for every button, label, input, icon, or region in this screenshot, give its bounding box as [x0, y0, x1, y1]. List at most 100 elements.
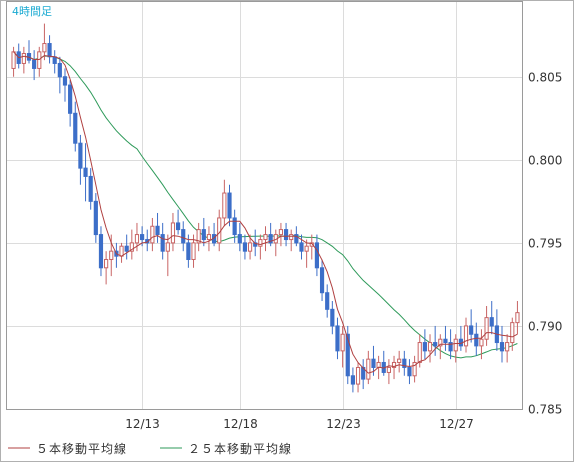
candle-body-up [191, 242, 196, 260]
candle-body-down [62, 76, 68, 86]
candle-body-up [42, 43, 47, 53]
candle-body-down [73, 112, 78, 144]
candle-body-up [463, 325, 469, 347]
candle-body-down [433, 342, 438, 347]
candle-body-down [283, 229, 289, 241]
candle-body-up [391, 361, 397, 368]
candle-body-down [499, 342, 505, 352]
candle-body-down [181, 229, 186, 244]
legend-ma5-label: ５本移動平均線 [36, 441, 127, 456]
legend-ma25-label: ２５本移動平均線 [188, 441, 292, 456]
candle-body-up [109, 250, 114, 260]
y-tick-label: 0.795 [528, 237, 562, 251]
x-tick-label: 12/18 [223, 417, 258, 431]
candle-body-up [386, 366, 391, 373]
candle-body-up [11, 51, 16, 69]
candle-body-down [68, 84, 73, 114]
candle-body-down [443, 338, 448, 344]
candle-body-down [155, 225, 160, 236]
candle-body-up [21, 52, 26, 64]
candle-body-down [268, 234, 273, 244]
candle-body-down [350, 375, 355, 385]
candle-body-up [438, 338, 443, 347]
x-tick-label: 12/23 [326, 417, 361, 431]
candle-body-up [417, 342, 422, 363]
candle-body-up [309, 242, 314, 247]
candle-body-down [402, 358, 407, 368]
period-label: 4時間足 [12, 5, 52, 18]
candle-body-up [222, 192, 227, 219]
candle-body-down [232, 217, 237, 236]
y-tick-label: 0.800 [528, 154, 562, 168]
y-tick-label: 0.785 [528, 403, 562, 417]
candle-body-down [319, 267, 325, 294]
plot-area-border [6, 1, 523, 410]
candle-body-up [217, 217, 222, 244]
candle-body-up [355, 366, 361, 385]
candle-body-up [150, 225, 155, 244]
candle-body-up [196, 229, 201, 244]
candle-body-up [129, 242, 134, 252]
candle-body-down [176, 222, 181, 231]
y-tick-label: 0.805 [528, 71, 562, 85]
x-tick-label: 12/13 [125, 417, 160, 431]
ma5-layer [13, 51, 518, 374]
candle-body-down [160, 234, 165, 252]
candle-body-down [32, 59, 37, 69]
candle-body-up [37, 51, 42, 69]
candle-body-up [453, 338, 458, 352]
candle-body-down [93, 200, 98, 236]
candle-body-down [140, 234, 145, 241]
candle-body-down [242, 242, 248, 252]
candle-body-down [314, 242, 320, 269]
candle-body-up [247, 242, 253, 252]
candle-body-up [397, 358, 402, 363]
candle-body-down [489, 317, 494, 327]
candle-body-down [335, 325, 340, 352]
candle-body-down [57, 62, 62, 78]
candle-body-down [124, 245, 129, 252]
legend: ５本移動平均線 ２５本移動平均線 [8, 441, 292, 456]
candle-body-up [278, 229, 284, 236]
candle-body-up [515, 312, 520, 324]
candle-body-down [98, 234, 104, 269]
candle-body-down [237, 234, 242, 244]
candle-body-down [448, 342, 453, 352]
candle-body-down [345, 333, 350, 377]
candle-body-down [78, 142, 83, 169]
candle-body-up [479, 338, 484, 347]
y-tick-label: 0.790 [528, 320, 562, 334]
candle-body-up [165, 242, 170, 252]
candle-body-down [88, 175, 93, 202]
candle-body-up [505, 342, 510, 352]
candle-body-up [484, 317, 489, 340]
candle-body-up [304, 245, 309, 252]
candle-body-down [47, 43, 52, 58]
candle-body-down [325, 292, 330, 310]
y-axis: 0.805 0.800 0.795 0.790 0.785 [528, 71, 562, 417]
candle-body-up [510, 322, 515, 344]
candle-body-up [206, 234, 212, 241]
candle-body-up [340, 333, 345, 352]
candle-body-up [289, 234, 294, 241]
candle-body-up [258, 239, 263, 247]
ma5-line [13, 51, 518, 374]
candle-body-down [201, 229, 206, 241]
candle-body-up [366, 358, 371, 380]
candle-body-up [263, 234, 268, 241]
candle-body-down [371, 358, 376, 368]
candle-body-down [474, 333, 479, 347]
candle-body-down [83, 167, 88, 177]
candle-body-down [52, 56, 57, 64]
candle-body-down [469, 325, 474, 335]
candle-body-up [119, 245, 124, 257]
candle-body-up [427, 342, 433, 352]
candle-body-down [422, 342, 427, 352]
x-axis: 12/13 12/18 12/23 12/27 [125, 417, 474, 431]
candle-body-up [412, 361, 417, 377]
candle-body-up [134, 234, 140, 244]
candle-body-down [299, 242, 304, 252]
x-tick-label: 12/27 [439, 417, 474, 431]
